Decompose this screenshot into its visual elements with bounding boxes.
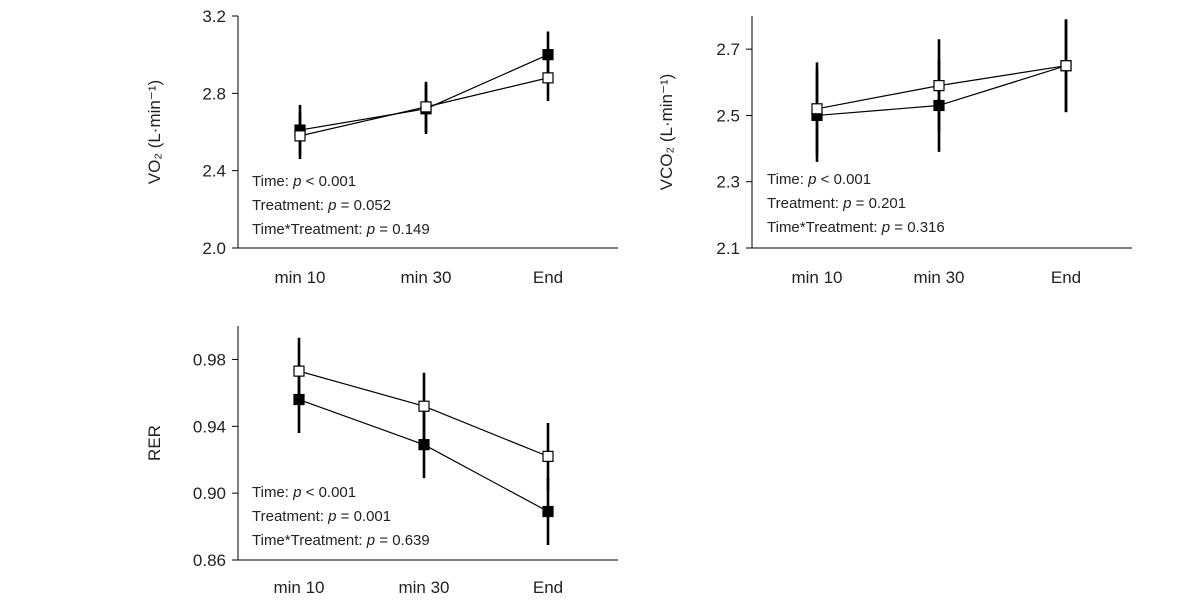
- stat-annotation: Time: p < 0.001: [252, 484, 356, 501]
- stat-value: < 0.001: [816, 171, 871, 188]
- stat-p-symbol: p: [366, 532, 375, 549]
- series-line-open: [299, 106, 427, 137]
- y-axis-title: RER: [145, 425, 164, 461]
- stat-annotation: Treatment: p = 0.052: [252, 197, 391, 214]
- y-tick-label: 3.2: [202, 7, 226, 26]
- x-tick-label: min 10: [273, 578, 324, 597]
- stat-annotation: Time*Treatment: p = 0.316: [767, 219, 945, 236]
- marker-open: [294, 130, 306, 142]
- marker-filled: [418, 439, 430, 451]
- y-tick-label: 2.0: [202, 239, 226, 258]
- x-tick-label: End: [1051, 268, 1081, 287]
- stat-label: Treatment:: [252, 197, 328, 214]
- series-line-open: [938, 65, 1067, 87]
- x-tick-label: min 30: [913, 268, 964, 287]
- marker-open: [811, 103, 823, 115]
- y-tick-label: 0.94: [193, 417, 226, 436]
- stat-value: = 0.316: [890, 219, 945, 236]
- stat-label: Time*Treatment:: [252, 221, 367, 238]
- y-tick-label: 0.90: [193, 484, 226, 503]
- series-line-filled: [816, 104, 940, 117]
- stat-annotation: Treatment: p = 0.201: [767, 195, 906, 212]
- stat-label: Treatment:: [767, 195, 843, 212]
- stat-label: Time:: [767, 171, 808, 188]
- x-tick-label: min 10: [274, 268, 325, 287]
- y-tick-label: 2.4: [202, 162, 226, 181]
- series-line-open: [425, 77, 549, 108]
- marker-filled: [933, 99, 945, 112]
- series-line-open: [423, 405, 549, 457]
- panel-vco2: 2.7 2.5 2.3 2.1 min 10 min 30 End VCO₂ (L·min⁻¹…: [657, 16, 1132, 287]
- y-tick-label: 2.5: [716, 106, 740, 125]
- stat-p-symbol: p: [366, 221, 375, 238]
- stat-value: = 0.001: [336, 508, 391, 525]
- stat-p-symbol: p: [292, 484, 301, 501]
- stat-annotation: Time*Treatment: p = 0.639: [252, 532, 430, 549]
- stat-value: < 0.001: [301, 484, 356, 501]
- marker-open: [542, 450, 554, 462]
- x-tick-label: min 30: [400, 268, 451, 287]
- stat-value: = 0.052: [336, 197, 391, 214]
- series-line-filled: [425, 54, 549, 110]
- stat-label: Time*Treatment:: [252, 532, 367, 549]
- marker-filled: [542, 505, 554, 518]
- x-tick-label: End: [533, 578, 563, 597]
- stat-annotation: Time*Treatment: p = 0.149: [252, 221, 430, 238]
- stat-label: Treatment:: [252, 508, 328, 525]
- marker-filled: [293, 393, 305, 406]
- y-tick-label: 2.1: [716, 239, 740, 258]
- stat-p-symbol: p: [327, 508, 336, 525]
- stat-value: = 0.201: [851, 195, 906, 212]
- series-line-open: [816, 85, 940, 110]
- stat-p-symbol: p: [842, 195, 851, 212]
- series-line-filled: [299, 108, 427, 131]
- stat-value: = 0.149: [375, 221, 430, 238]
- x-tick-label: min 10: [791, 268, 842, 287]
- y-tick-label: 2.3: [716, 173, 740, 192]
- stat-p-symbol: p: [881, 219, 890, 236]
- x-tick-label: End: [533, 268, 563, 287]
- stat-annotation: Time: p < 0.001: [252, 173, 356, 190]
- stat-annotation: Treatment: p = 0.001: [252, 508, 391, 525]
- stat-p-symbol: p: [327, 197, 336, 214]
- stat-p-symbol: p: [807, 171, 816, 188]
- panel-vo2: 3.2 2.8 2.4 2.0 min 10 min 30 End VO₂ (L·min⁻¹)…: [145, 7, 618, 287]
- series-line-filled: [938, 65, 1067, 107]
- series-line-filled: [298, 398, 425, 446]
- y-tick-label: 0.86: [193, 551, 226, 570]
- marker-filled: [542, 49, 554, 61]
- stat-label: Time:: [252, 173, 293, 190]
- y-tick-label: 0.98: [193, 350, 226, 369]
- series-line-open: [298, 370, 425, 407]
- marker-open: [542, 72, 554, 84]
- stat-p-symbol: p: [292, 173, 301, 190]
- stat-value: = 0.639: [375, 532, 430, 549]
- y-axis-title: VO₂ (L·min⁻¹): [145, 80, 164, 184]
- marker-open: [933, 79, 945, 92]
- marker-open: [420, 101, 432, 113]
- panel-rer: 0.98 0.94 0.90 0.86 min 10 min 30 End RER Time: …: [145, 326, 618, 597]
- marker-open: [418, 400, 430, 412]
- stat-label: Time:: [252, 484, 293, 501]
- y-axis-title: VCO₂ (L·min⁻¹): [657, 74, 676, 191]
- stat-value: < 0.001: [301, 173, 356, 190]
- stat-label: Time*Treatment:: [767, 219, 882, 236]
- stat-annotation: Time: p < 0.001: [767, 171, 871, 188]
- marker-open: [1060, 60, 1072, 72]
- y-tick-label: 2.8: [202, 84, 226, 103]
- series-line-filled: [423, 444, 549, 513]
- marker-open: [293, 365, 305, 377]
- y-tick-label: 2.7: [716, 40, 740, 59]
- x-tick-label: min 30: [398, 578, 449, 597]
